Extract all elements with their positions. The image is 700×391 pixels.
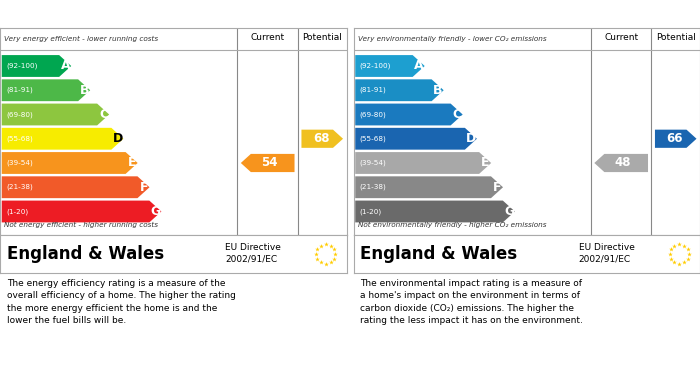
Polygon shape bbox=[355, 176, 503, 198]
Text: (55-68): (55-68) bbox=[360, 136, 386, 142]
Text: (39-54): (39-54) bbox=[360, 160, 386, 166]
Text: (21-38): (21-38) bbox=[6, 184, 33, 190]
Text: Potential: Potential bbox=[302, 33, 342, 42]
Text: (69-80): (69-80) bbox=[6, 111, 33, 118]
Text: (69-80): (69-80) bbox=[360, 111, 386, 118]
Text: A: A bbox=[414, 59, 424, 72]
Text: (1-20): (1-20) bbox=[360, 208, 382, 215]
Polygon shape bbox=[355, 152, 491, 174]
Polygon shape bbox=[1, 128, 123, 150]
Text: A: A bbox=[61, 59, 71, 72]
Text: B: B bbox=[433, 84, 443, 97]
Polygon shape bbox=[655, 130, 696, 148]
Text: E: E bbox=[482, 156, 490, 169]
Text: (21-38): (21-38) bbox=[360, 184, 386, 190]
Polygon shape bbox=[241, 154, 295, 172]
Text: Very environmentally friendly - lower CO₂ emissions: Very environmentally friendly - lower CO… bbox=[358, 36, 546, 42]
Polygon shape bbox=[355, 201, 515, 222]
Polygon shape bbox=[1, 104, 109, 126]
Text: (92-100): (92-100) bbox=[6, 63, 38, 69]
Text: Current: Current bbox=[251, 33, 285, 42]
Text: 68: 68 bbox=[313, 132, 330, 145]
Polygon shape bbox=[1, 201, 162, 222]
Text: F: F bbox=[494, 181, 502, 194]
Polygon shape bbox=[302, 130, 343, 148]
Text: 48: 48 bbox=[615, 156, 631, 169]
Text: D: D bbox=[113, 132, 123, 145]
Polygon shape bbox=[1, 79, 90, 101]
Text: E: E bbox=[128, 156, 136, 169]
Text: B: B bbox=[80, 84, 90, 97]
Text: Very energy efficient - lower running costs: Very energy efficient - lower running co… bbox=[4, 36, 158, 42]
Polygon shape bbox=[355, 55, 425, 77]
Text: (92-100): (92-100) bbox=[360, 63, 391, 69]
Polygon shape bbox=[1, 152, 138, 174]
Text: England & Wales: England & Wales bbox=[360, 245, 517, 263]
Polygon shape bbox=[355, 128, 477, 150]
Text: 66: 66 bbox=[666, 132, 683, 145]
Polygon shape bbox=[1, 176, 150, 198]
Text: C: C bbox=[99, 108, 108, 121]
Text: C: C bbox=[452, 108, 461, 121]
Text: F: F bbox=[140, 181, 148, 194]
Text: EU Directive
2002/91/EC: EU Directive 2002/91/EC bbox=[579, 243, 635, 264]
Polygon shape bbox=[1, 55, 71, 77]
Text: 54: 54 bbox=[261, 156, 278, 169]
Text: The energy efficiency rating is a measure of the
overall efficiency of a home. T: The energy efficiency rating is a measur… bbox=[7, 279, 236, 325]
Text: (1-20): (1-20) bbox=[6, 208, 29, 215]
Text: England & Wales: England & Wales bbox=[7, 245, 164, 263]
Text: G: G bbox=[150, 205, 161, 218]
Polygon shape bbox=[594, 154, 648, 172]
Text: Not energy efficient - higher running costs: Not energy efficient - higher running co… bbox=[4, 222, 158, 228]
Text: (55-68): (55-68) bbox=[6, 136, 33, 142]
Text: Energy Efficiency Rating: Energy Efficiency Rating bbox=[5, 7, 168, 20]
Text: Current: Current bbox=[604, 33, 638, 42]
Text: Environmental Impact (CO₂) Rating: Environmental Impact (CO₂) Rating bbox=[358, 7, 591, 20]
Text: Not environmentally friendly - higher CO₂ emissions: Not environmentally friendly - higher CO… bbox=[358, 222, 546, 228]
Text: (39-54): (39-54) bbox=[6, 160, 33, 166]
Polygon shape bbox=[355, 79, 444, 101]
Text: The environmental impact rating is a measure of
a home's impact on the environme: The environmental impact rating is a mea… bbox=[360, 279, 583, 325]
Polygon shape bbox=[355, 104, 463, 126]
Text: Potential: Potential bbox=[656, 33, 696, 42]
Text: (81-91): (81-91) bbox=[360, 87, 386, 93]
Text: EU Directive
2002/91/EC: EU Directive 2002/91/EC bbox=[225, 243, 281, 264]
Text: (81-91): (81-91) bbox=[6, 87, 33, 93]
Text: G: G bbox=[504, 205, 514, 218]
Text: D: D bbox=[466, 132, 477, 145]
